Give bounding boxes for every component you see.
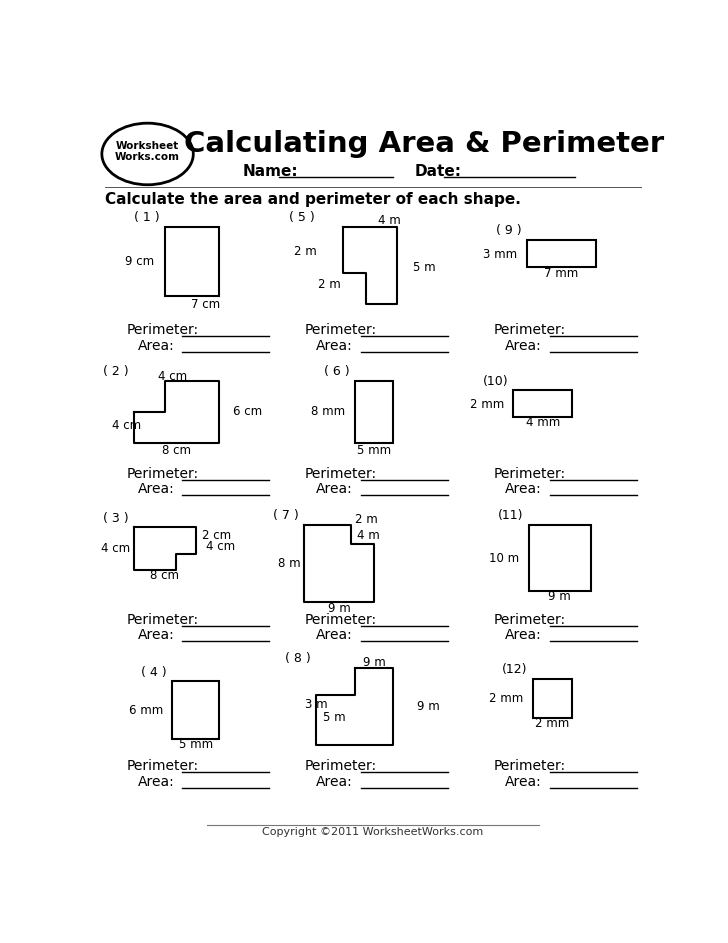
Text: 9 m: 9 m bbox=[328, 602, 350, 615]
Text: 2 cm: 2 cm bbox=[202, 529, 231, 541]
Text: 5 m: 5 m bbox=[414, 260, 436, 273]
Text: Perimeter:: Perimeter: bbox=[127, 467, 199, 481]
Ellipse shape bbox=[102, 124, 194, 185]
Text: 7 mm: 7 mm bbox=[545, 267, 579, 280]
Text: 9 m: 9 m bbox=[548, 590, 571, 604]
Text: Area:: Area: bbox=[138, 628, 174, 642]
Text: 6 mm: 6 mm bbox=[129, 704, 163, 718]
Text: Name:: Name: bbox=[242, 164, 298, 179]
Text: 7 cm: 7 cm bbox=[191, 298, 221, 310]
Text: Perimeter:: Perimeter: bbox=[494, 613, 566, 627]
Text: ( 2 ): ( 2 ) bbox=[103, 365, 128, 378]
Text: Perimeter:: Perimeter: bbox=[305, 613, 377, 627]
Text: 2 mm: 2 mm bbox=[470, 398, 504, 411]
Text: Works.com: Works.com bbox=[115, 152, 180, 162]
Text: 6 cm: 6 cm bbox=[233, 405, 262, 419]
Text: Perimeter:: Perimeter: bbox=[127, 759, 199, 773]
Text: ( 3 ): ( 3 ) bbox=[103, 512, 128, 524]
Text: Area:: Area: bbox=[138, 482, 174, 496]
Text: 8 m: 8 m bbox=[277, 557, 300, 571]
Text: 9 cm: 9 cm bbox=[125, 256, 154, 268]
Text: Area:: Area: bbox=[316, 628, 352, 642]
Text: Calculate the area and perimeter of each shape.: Calculate the area and perimeter of each… bbox=[105, 191, 521, 207]
Text: Perimeter:: Perimeter: bbox=[127, 613, 199, 627]
Text: ( 6 ): ( 6 ) bbox=[323, 365, 349, 378]
Text: Area:: Area: bbox=[505, 628, 542, 642]
Text: 5 m: 5 m bbox=[323, 711, 345, 724]
Text: Perimeter:: Perimeter: bbox=[127, 323, 199, 338]
Bar bbox=[165, 227, 219, 296]
Text: 10 m: 10 m bbox=[489, 552, 520, 565]
Text: ( 5 ): ( 5 ) bbox=[288, 211, 314, 224]
Text: 9 m: 9 m bbox=[416, 700, 439, 713]
Text: 4 cm: 4 cm bbox=[112, 419, 141, 432]
Text: (10): (10) bbox=[483, 374, 508, 388]
Text: 4 mm: 4 mm bbox=[526, 416, 560, 429]
Text: 5 mm: 5 mm bbox=[357, 444, 391, 457]
Text: Perimeter:: Perimeter: bbox=[494, 759, 566, 773]
Bar bbox=[529, 525, 591, 590]
Text: (11): (11) bbox=[498, 509, 523, 522]
Text: Perimeter:: Perimeter: bbox=[305, 759, 377, 773]
Text: Area:: Area: bbox=[316, 482, 352, 496]
Text: 2 m: 2 m bbox=[294, 245, 317, 258]
Text: ( 7 ): ( 7 ) bbox=[273, 509, 299, 522]
Text: 2 m: 2 m bbox=[355, 513, 378, 526]
Bar bbox=[533, 679, 571, 718]
Text: Date:: Date: bbox=[415, 164, 462, 179]
Text: 8 mm: 8 mm bbox=[311, 405, 345, 419]
Text: 3 mm: 3 mm bbox=[483, 248, 518, 260]
Text: Area:: Area: bbox=[316, 339, 352, 353]
Text: 4 cm: 4 cm bbox=[100, 541, 130, 554]
Text: Area:: Area: bbox=[505, 339, 542, 353]
Text: Area:: Area: bbox=[505, 774, 542, 788]
Bar bbox=[173, 682, 219, 739]
Bar bbox=[526, 240, 596, 267]
Text: 4 m: 4 m bbox=[357, 529, 379, 541]
Text: ( 8 ): ( 8 ) bbox=[285, 652, 311, 665]
Text: 4 cm: 4 cm bbox=[206, 540, 235, 554]
Text: Calculating Area & Perimeter: Calculating Area & Perimeter bbox=[184, 130, 665, 158]
Text: Worksheet: Worksheet bbox=[116, 141, 179, 151]
Text: 2 mm: 2 mm bbox=[535, 718, 569, 730]
Text: 3 m: 3 m bbox=[305, 698, 328, 711]
Text: Copyright ©2011 WorksheetWorks.com: Copyright ©2011 WorksheetWorks.com bbox=[263, 827, 483, 836]
Text: 8 cm: 8 cm bbox=[150, 569, 179, 582]
Text: (12): (12) bbox=[502, 663, 527, 676]
Text: Perimeter:: Perimeter: bbox=[494, 323, 566, 338]
Text: ( 9 ): ( 9 ) bbox=[496, 224, 521, 238]
Text: ( 4 ): ( 4 ) bbox=[141, 666, 167, 679]
Text: 2 mm: 2 mm bbox=[489, 692, 523, 704]
Text: ( 1 ): ( 1 ) bbox=[134, 211, 159, 224]
Text: 2 m: 2 m bbox=[318, 277, 341, 290]
Text: Perimeter:: Perimeter: bbox=[305, 323, 377, 338]
Text: Perimeter:: Perimeter: bbox=[494, 467, 566, 481]
Text: 8 cm: 8 cm bbox=[162, 444, 191, 457]
Bar bbox=[355, 381, 393, 442]
Text: Area:: Area: bbox=[138, 774, 174, 788]
Text: Area:: Area: bbox=[138, 339, 174, 353]
Text: Area:: Area: bbox=[316, 774, 352, 788]
Bar bbox=[513, 390, 571, 418]
Text: 4 m: 4 m bbox=[378, 214, 400, 227]
Text: Perimeter:: Perimeter: bbox=[305, 467, 377, 481]
Text: 9 m: 9 m bbox=[363, 655, 385, 669]
Text: 4 cm: 4 cm bbox=[158, 370, 187, 383]
Text: 5 mm: 5 mm bbox=[178, 738, 213, 751]
Text: Area:: Area: bbox=[505, 482, 542, 496]
